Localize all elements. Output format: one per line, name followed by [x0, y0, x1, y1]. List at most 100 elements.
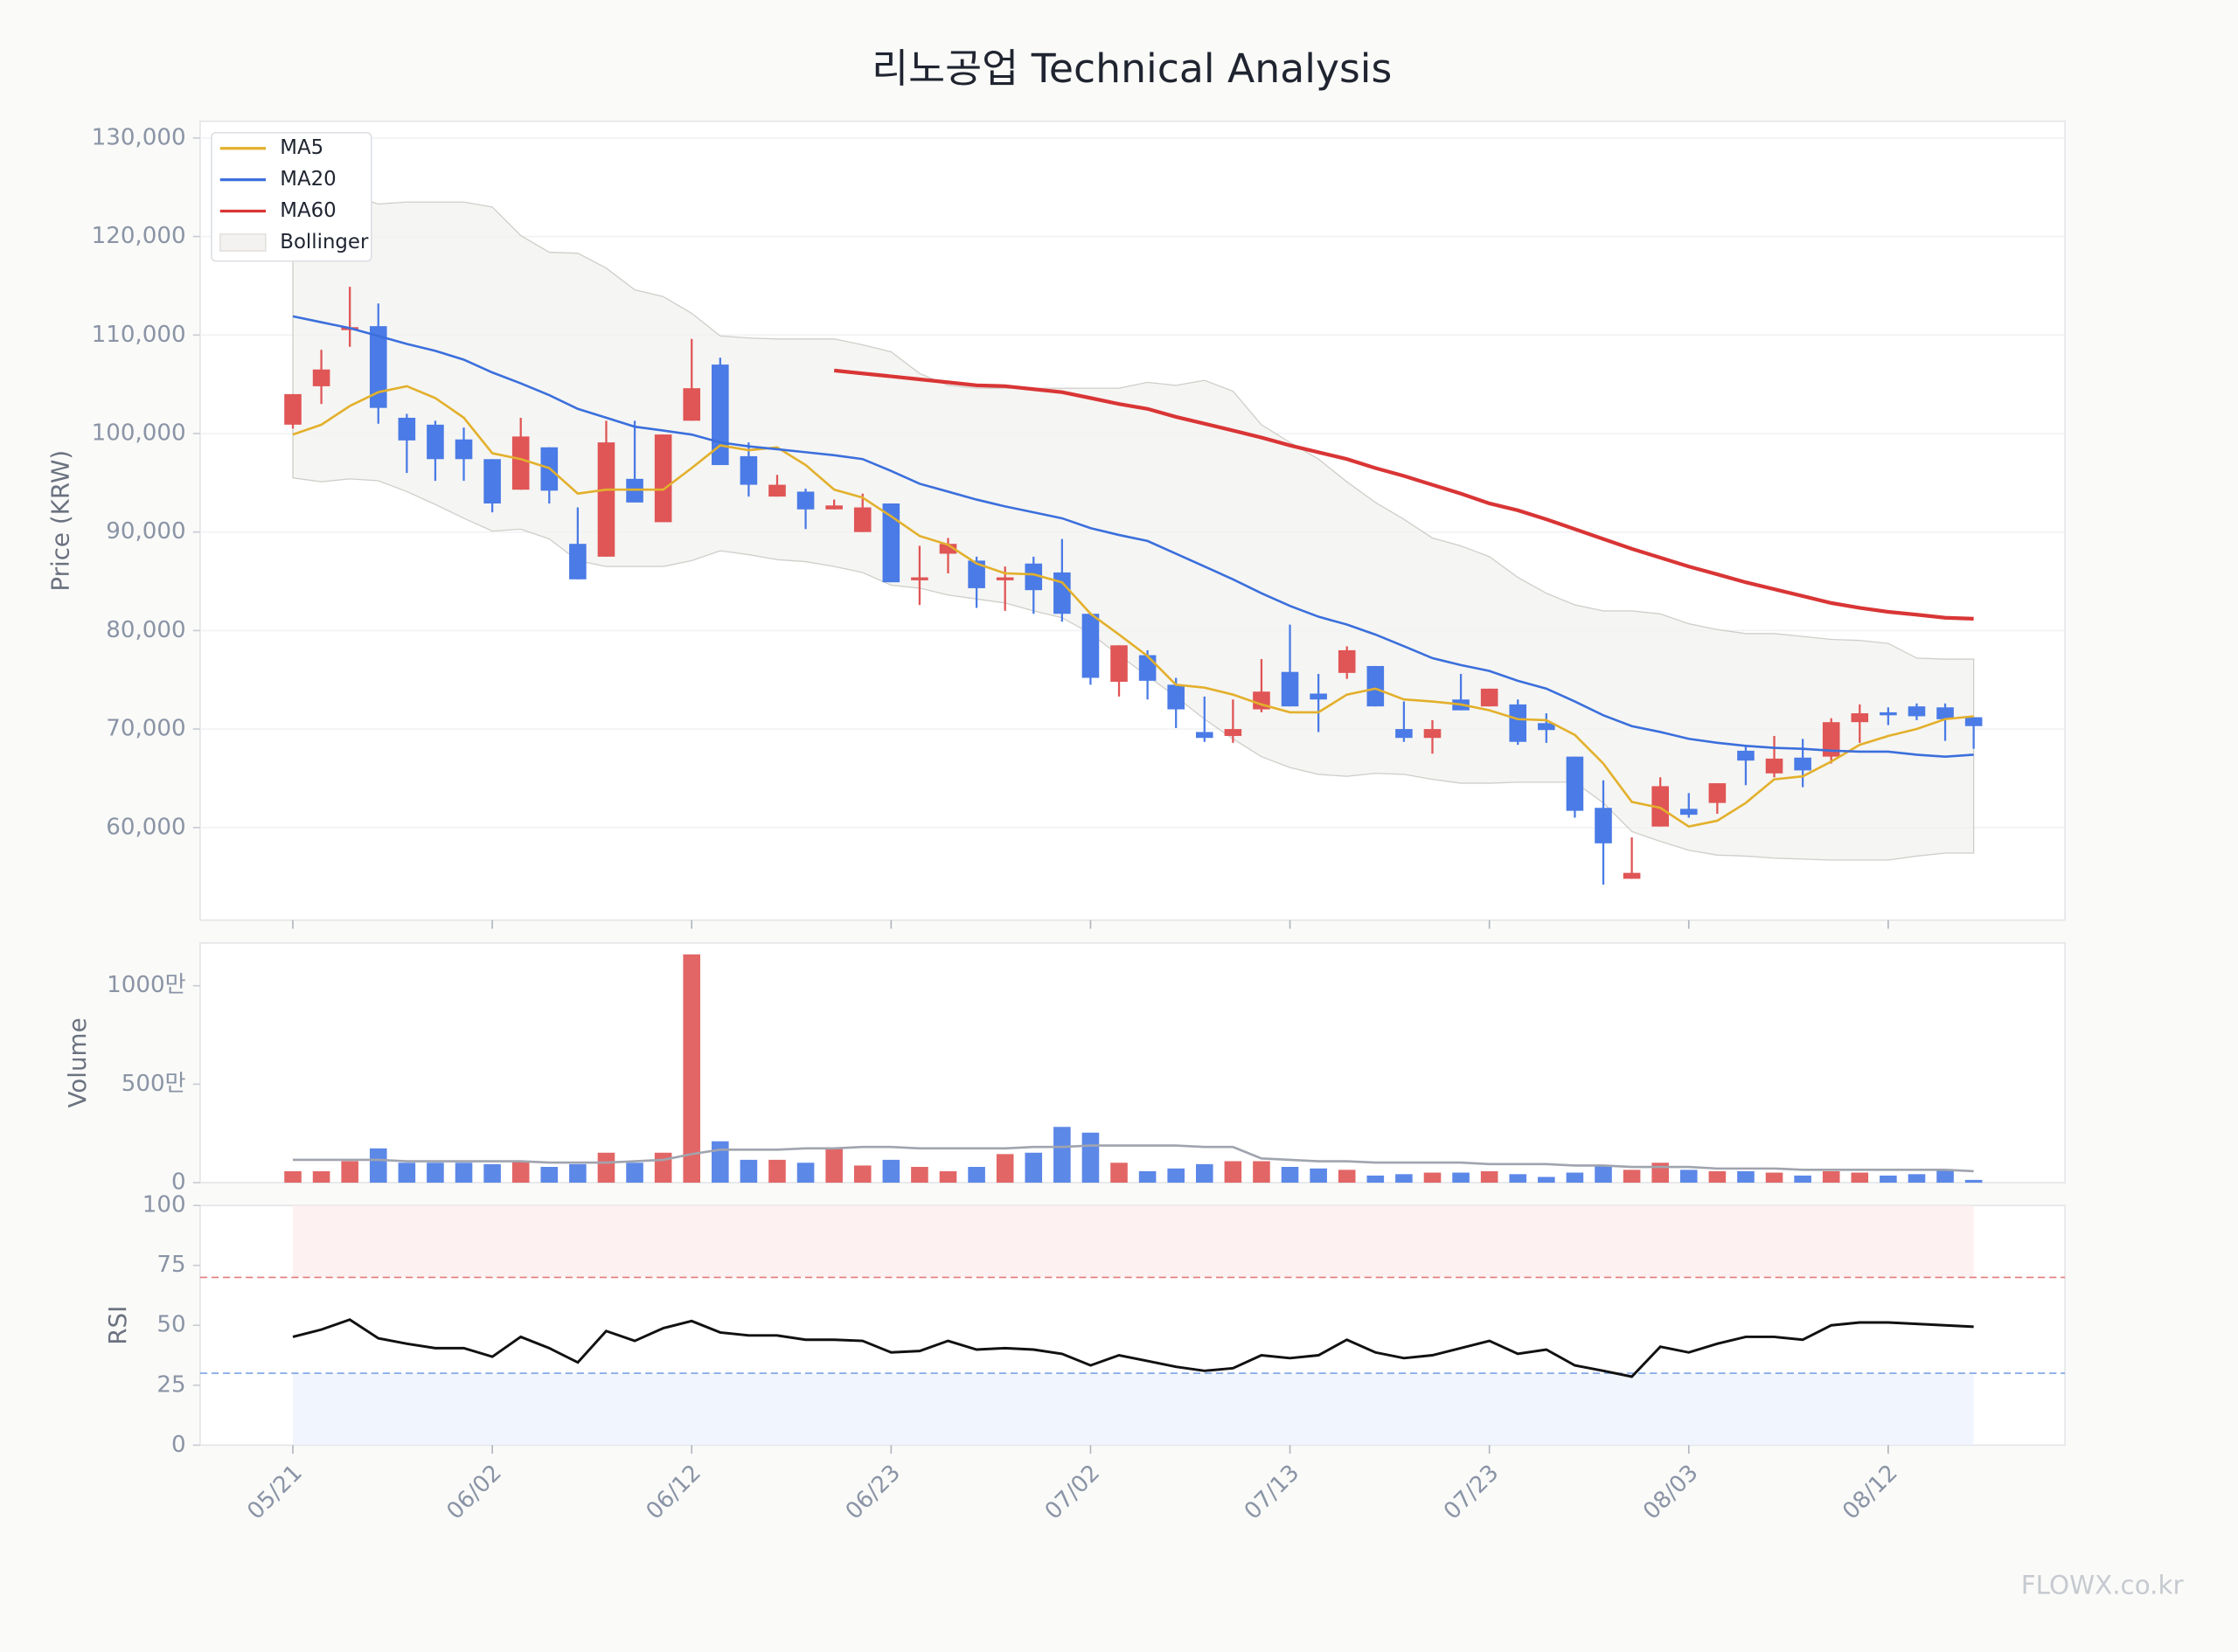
volume-bar — [796, 1163, 815, 1183]
volume-bar — [1737, 1170, 1755, 1183]
y-tick-label: 75 — [156, 1252, 185, 1278]
volume-bar — [1851, 1172, 1869, 1183]
volume-bar — [911, 1167, 928, 1183]
candle-body — [455, 439, 473, 460]
moving-average — [292, 315, 1974, 758]
bollinger-band — [292, 178, 1975, 861]
candle-body — [1595, 808, 1612, 843]
volume-bar — [1936, 1170, 1954, 1183]
candle-body — [1366, 665, 1385, 707]
candle-body — [853, 507, 872, 532]
panel-vol — [199, 942, 2066, 1183]
legend — [211, 131, 372, 262]
rsi-line — [292, 1318, 1974, 1378]
volume-bar — [540, 1167, 559, 1183]
moving-average — [292, 385, 1974, 829]
y-tick-label: 70,000 — [106, 716, 185, 742]
volume-bar — [825, 1148, 843, 1183]
volume-bar — [882, 1159, 900, 1183]
volume-bar — [1651, 1163, 1669, 1183]
legend-swatch — [219, 233, 267, 253]
candle-body — [683, 388, 701, 421]
legend-label: MA5 — [280, 136, 323, 159]
y-tick-label: 90,000 — [106, 518, 185, 545]
candle-body — [1822, 722, 1840, 757]
volume-bar — [1964, 1179, 1983, 1183]
volume-bar — [1908, 1174, 1926, 1183]
volume-bar — [1167, 1168, 1185, 1183]
volume-bar — [1138, 1170, 1157, 1183]
y-axis-label: RSI — [103, 1306, 132, 1345]
volume-bar — [939, 1170, 957, 1183]
volume-bar — [1110, 1163, 1128, 1183]
candle-body — [1281, 671, 1299, 707]
candle-body — [768, 484, 786, 497]
candle-body — [882, 503, 900, 583]
volume-bar — [654, 1152, 672, 1183]
candle-body — [1623, 872, 1641, 879]
candle-body — [796, 491, 815, 510]
volume-bar — [1880, 1175, 1897, 1183]
candle-body — [1423, 729, 1442, 739]
candle-body — [1025, 563, 1043, 591]
volume-bar — [1538, 1177, 1555, 1183]
candle-body — [1395, 729, 1413, 739]
candle-body — [483, 459, 501, 504]
volume-bar — [1623, 1170, 1641, 1183]
volume-bar — [1053, 1127, 1071, 1183]
volume-bar — [1480, 1170, 1498, 1183]
volume-bar — [1595, 1165, 1612, 1183]
volume-bar — [1423, 1172, 1442, 1183]
candle-body — [1195, 732, 1213, 739]
volume-bar — [284, 1170, 302, 1183]
volume-bar — [740, 1159, 758, 1183]
volume-bar — [996, 1154, 1014, 1183]
candle-body — [597, 442, 615, 557]
candle-body — [712, 364, 729, 466]
y-tick-label: 25 — [156, 1371, 185, 1398]
volume-bar — [1310, 1168, 1327, 1183]
candle-body — [1936, 707, 1954, 719]
candle-body — [1679, 809, 1698, 816]
candle-body — [1880, 711, 1897, 716]
volume-bar — [398, 1163, 416, 1183]
volume-bar — [1281, 1167, 1299, 1183]
candle-body — [1310, 693, 1327, 700]
y-tick-label: 0 — [171, 1170, 186, 1196]
volume-bar — [1253, 1161, 1270, 1183]
volume-bar — [968, 1167, 985, 1183]
candle-body — [1224, 729, 1242, 736]
volume-bar — [483, 1163, 501, 1183]
y-tick-label: 1000만 — [107, 972, 185, 998]
legend-label: MA60 — [280, 199, 336, 222]
y-axis-label: Volume — [63, 1017, 92, 1107]
candle-body — [1167, 684, 1185, 710]
legend-label: Bollinger — [280, 231, 369, 253]
volume-bar — [312, 1170, 330, 1183]
legend-label: MA20 — [280, 168, 336, 191]
volume-bar — [369, 1148, 387, 1183]
candle-body — [284, 393, 302, 425]
candle-body — [1908, 706, 1926, 717]
candle-body — [1338, 649, 1356, 673]
y-tick-label: 80,000 — [106, 617, 185, 643]
candle-body — [427, 424, 444, 460]
candle-body — [1651, 786, 1669, 827]
y-tick-label: 130,000 — [92, 124, 186, 150]
volume-bar — [1224, 1161, 1242, 1183]
volume-bar — [853, 1165, 872, 1183]
volume-bar — [1765, 1172, 1783, 1183]
y-axis-label: Price (KRW) — [46, 450, 75, 592]
volume-ma — [293, 1144, 1974, 1173]
candle-body — [1765, 758, 1783, 774]
overbought-zone — [293, 1205, 1974, 1278]
y-tick-label: 50 — [156, 1312, 185, 1338]
oversold-zone — [293, 1373, 1974, 1446]
volume-bar — [1452, 1172, 1470, 1183]
volume-bar — [1822, 1170, 1840, 1183]
volume-bar — [569, 1163, 587, 1183]
chart-title: 리노공업 Technical Analysis — [872, 45, 1392, 92]
y-tick-label: 120,000 — [92, 223, 186, 249]
candle-body — [939, 544, 957, 554]
